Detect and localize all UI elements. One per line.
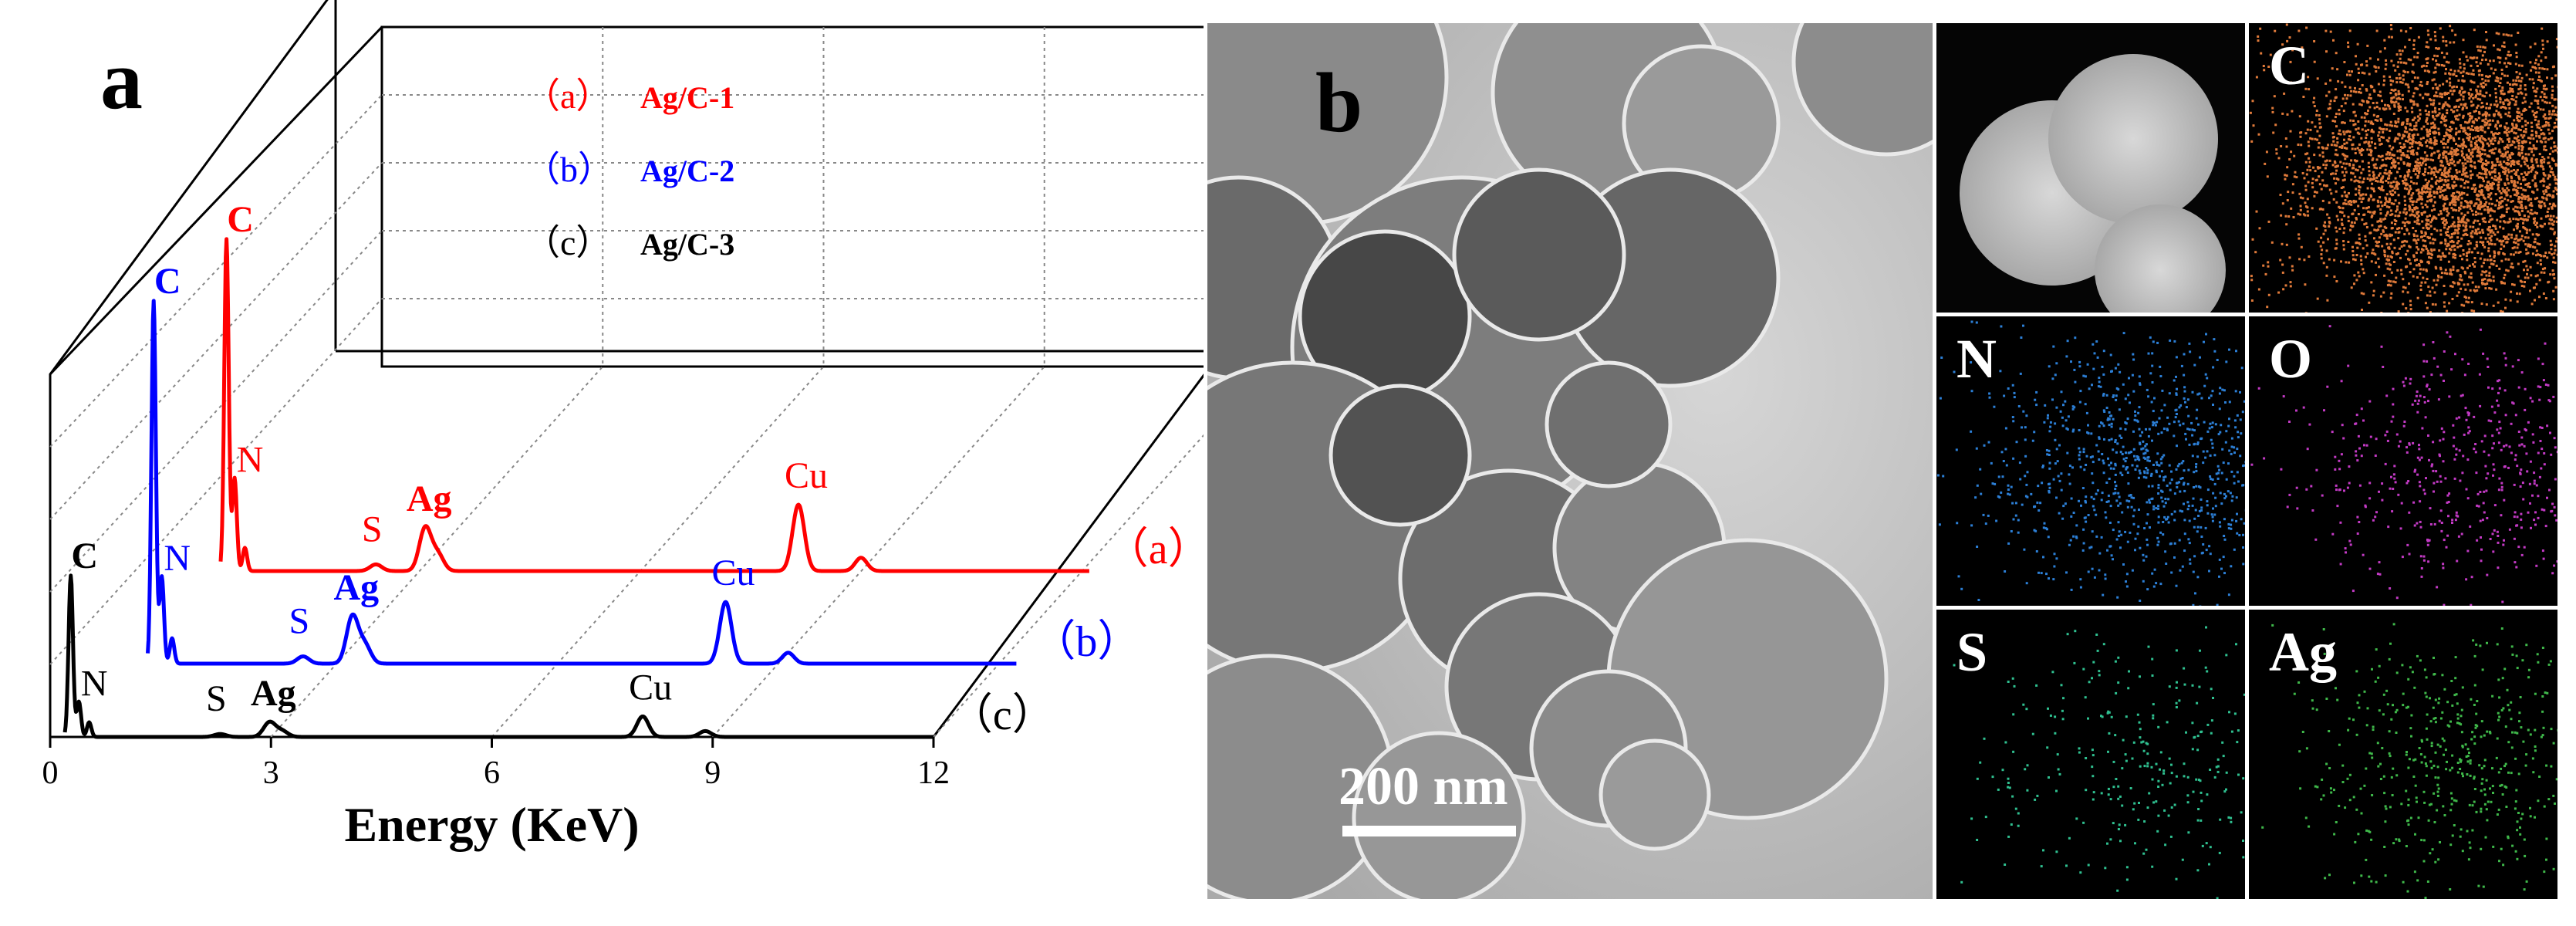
peak-label-Ag: Ag — [251, 673, 296, 714]
peak-label-Ag: Ag — [333, 567, 379, 608]
tem-image: b 200 nm — [1207, 23, 1933, 899]
chart-legend: （a） Ag/C-1 （b） Ag/C-2 （c） Ag/C-3 — [525, 76, 734, 262]
back-wall — [382, 27, 1204, 367]
map-s-label: S — [1956, 620, 1987, 684]
map-c-label: C — [2269, 34, 2309, 98]
peak-label-N: N — [81, 663, 108, 704]
peak-label-Ag: Ag — [407, 478, 452, 519]
legend-marker: （c） — [525, 223, 611, 262]
map-o: O — [2249, 316, 2557, 606]
map-ag-label: Ag — [2269, 620, 2337, 684]
haadf-image — [1936, 23, 2245, 313]
x-tick-label: 12 — [917, 755, 950, 791]
peak-label-N: N — [164, 538, 191, 579]
x-axis-title: Energy (KeV) — [344, 797, 639, 852]
legend-marker: （b） — [525, 150, 613, 189]
legend-marker: （a） — [525, 76, 611, 116]
map-n: N — [1936, 316, 2245, 606]
tem-micrograph — [1207, 23, 1933, 899]
peak-label-S: S — [206, 678, 227, 719]
map-s: S — [1936, 610, 2245, 899]
panel-label-a: a — [100, 32, 143, 127]
panel-label-b: b — [1315, 54, 1362, 152]
spectrum-line-Ag/C-3 — [65, 576, 934, 737]
x-tick-label: 0 — [42, 755, 59, 791]
scale-bar — [1342, 826, 1516, 836]
legend-name: Ag/C-3 — [640, 227, 734, 262]
map-n-label: N — [1956, 327, 1997, 391]
eds-spectra-chart: 0 3 6 9 12 Energy (KeV) C N S Ag Cu （a） C N S Ag Cu （b） C N… — [0, 0, 1204, 922]
map-o-label: O — [2269, 327, 2312, 391]
spectrum-line-Ag/C-2 — [148, 301, 1017, 664]
peak-label-S: S — [362, 509, 383, 549]
peak-label-Cu: Cu — [629, 667, 672, 708]
peak-label-C: C — [154, 261, 181, 302]
map-c: C — [2249, 23, 2557, 313]
grid-line-side — [50, 163, 382, 519]
legend-name: Ag/C-1 — [640, 80, 734, 115]
map-ag: Ag — [2249, 610, 2557, 899]
grid-line-depth — [713, 367, 1045, 737]
peak-label-C: C — [71, 536, 98, 576]
x-tick-label: 9 — [704, 755, 721, 791]
scale-bar-label: 200 nm — [1339, 756, 1508, 818]
peak-label-S: S — [289, 601, 310, 642]
grid-line-side — [50, 299, 382, 664]
eds-spectra-panel: 0 3 6 9 12 Energy (KeV) C N S Ag Cu （a） C N S Ag Cu （b） C N… — [0, 0, 1204, 922]
peak-label-N: N — [237, 440, 264, 481]
curve-label: （b） — [1032, 618, 1140, 666]
grid-line-side — [50, 95, 382, 447]
curve-label: （a） — [1106, 526, 1204, 573]
x-tick-label: 3 — [263, 755, 279, 791]
peak-label-Cu: Cu — [785, 455, 828, 496]
peak-label-C: C — [227, 199, 254, 240]
x-tick-label: 6 — [484, 755, 500, 791]
legend-name: Ag/C-2 — [640, 154, 734, 188]
spectrum-line-Ag/C-1 — [221, 239, 1089, 571]
curve-label: （c） — [950, 691, 1055, 739]
grid-line-side — [50, 231, 382, 592]
peak-label-Cu: Cu — [712, 553, 755, 593]
